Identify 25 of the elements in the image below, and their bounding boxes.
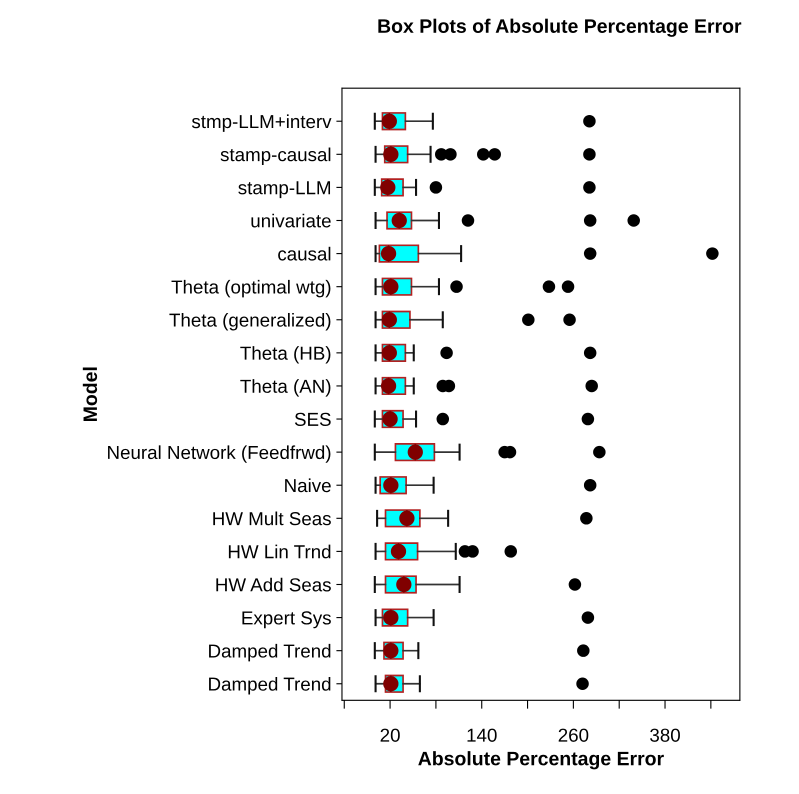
y-tick-label: Theta (generalized) <box>169 312 330 330</box>
x-tick-label: 20 <box>380 728 400 742</box>
y-tick-label: univariate <box>251 214 331 228</box>
y-tick-label: Naive <box>285 478 331 492</box>
x-tick-label: 140 <box>468 728 497 742</box>
y-tick-label: stmp-LLM+interv <box>192 114 332 132</box>
y-tick-label: HW Mult Seas <box>213 512 331 526</box>
y-tick-label: Theta (AN) <box>240 379 330 397</box>
y-tick-label: causal <box>278 246 330 261</box>
x-tick-label: 380 <box>650 728 680 742</box>
x-axis-title: Absolute Percentage Error <box>418 751 664 770</box>
y-tick-label: Damped Trend <box>209 644 330 662</box>
y-tick-label: Neural Network (Feedfrwd) <box>108 445 330 463</box>
y-tick-label: stamp-causal <box>220 148 330 165</box>
y-tick-label: stamp-LLM <box>238 181 330 198</box>
x-tick-label: 260 <box>558 728 588 742</box>
y-tick-label: Expert Sys <box>242 611 331 628</box>
y-axis-title: Model <box>82 368 98 422</box>
y-tick-label: HW Add Seas <box>216 578 331 592</box>
y-tick-label: Theta (HB) <box>240 346 330 364</box>
y-tick-label: HW Lin Trnd <box>228 544 330 558</box>
y-tick-label: Damped Trend <box>209 676 330 694</box>
y-tick-label: SES <box>294 412 331 426</box>
chart-title: Box Plots of Absolute Percentage Error <box>378 18 742 37</box>
y-tick-label: Theta (optimal wtg) <box>172 280 330 298</box>
